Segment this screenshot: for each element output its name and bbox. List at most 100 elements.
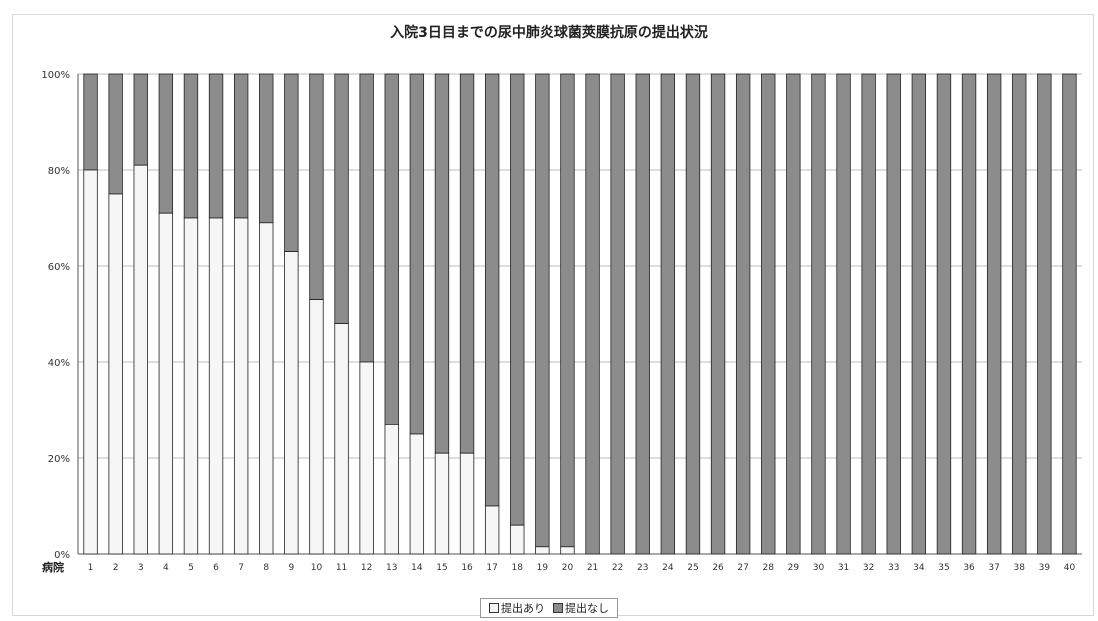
bar-submitted (409, 433, 425, 555)
bar-not-submitted (761, 73, 776, 555)
bar-submitted (259, 222, 274, 555)
bar-not-submitted (685, 73, 701, 555)
x-tick-label: 39 (1039, 563, 1051, 573)
bar-submitted (484, 505, 500, 555)
legend-entry-not-submitted: 提出なし (553, 600, 609, 616)
bar-submitted (359, 361, 374, 555)
bar-not-submitted (208, 73, 224, 219)
x-tick-label: 1 (88, 563, 94, 573)
x-tick-label: 6 (213, 563, 219, 573)
chart-title: 入院3日目までの尿中肺炎球菌莢膜抗原の提出状況 (390, 25, 708, 41)
x-tick-label: 33 (888, 563, 899, 573)
x-tick-label: 24 (662, 563, 674, 573)
x-tick-label: 34 (913, 563, 925, 573)
bar-not-submitted (535, 73, 550, 548)
x-tick-label: 14 (411, 563, 423, 573)
bar-not-submitted (560, 73, 575, 548)
x-tick-label: 29 (788, 563, 800, 573)
bar-not-submitted (409, 73, 425, 435)
bar-not-submitted (961, 73, 977, 555)
x-tick-label: 40 (1064, 563, 1076, 573)
bar-not-submitted (886, 73, 901, 555)
bar-not-submitted (384, 73, 399, 425)
bar-submitted (384, 423, 399, 555)
x-tick-label: 7 (238, 563, 244, 573)
y-tick-label: 60% (48, 262, 70, 273)
bar-submitted (535, 546, 550, 555)
bar-not-submitted (585, 73, 600, 555)
x-tick-label: 18 (512, 563, 524, 573)
x-tick-label: 36 (963, 563, 975, 573)
bar-submitted (334, 323, 349, 555)
bar-not-submitted (936, 73, 952, 555)
bar-submitted (560, 546, 575, 555)
x-tick-label: 38 (1014, 563, 1026, 573)
bar-not-submitted (986, 73, 1002, 555)
bar-not-submitted (359, 73, 374, 363)
bar-not-submitted (83, 73, 98, 171)
legend-swatch-submitted (489, 603, 499, 613)
bar-not-submitted (434, 73, 450, 454)
legend-label-not-submitted: 提出なし (565, 602, 609, 615)
x-tick-label: 30 (813, 563, 825, 573)
bar-not-submitted (133, 73, 148, 166)
x-tick-label: 28 (763, 563, 775, 573)
bar-not-submitted (183, 73, 199, 219)
x-tick-label: 12 (361, 563, 372, 573)
x-tick-label: 8 (263, 563, 269, 573)
x-tick-label: 17 (486, 563, 497, 573)
bar-not-submitted (284, 73, 299, 253)
bar-not-submitted (334, 73, 349, 325)
bar-submitted (510, 524, 525, 555)
bar-not-submitted (510, 73, 525, 526)
y-tick-label: 100% (41, 70, 70, 81)
chart-legend: 提出あり 提出なし (0, 598, 1098, 618)
bar-not-submitted (861, 73, 876, 555)
bar-submitted (183, 217, 199, 555)
x-tick-label: 32 (863, 563, 874, 573)
y-tick-label: 20% (48, 454, 70, 465)
x-tick-label: 10 (311, 563, 323, 573)
bar-submitted (309, 299, 324, 555)
x-tick-label: 27 (737, 563, 748, 573)
bar-not-submitted (710, 73, 726, 555)
bar-not-submitted (1012, 73, 1027, 555)
x-tick-label: 26 (712, 563, 724, 573)
x-tick-label: 20 (562, 563, 574, 573)
bar-not-submitted (309, 73, 324, 301)
legend-label-submitted: 提出あり (501, 602, 545, 615)
x-tick-label: 13 (386, 563, 397, 573)
bar-not-submitted (735, 73, 751, 555)
bar-submitted (208, 217, 224, 555)
bar-submitted (459, 452, 475, 555)
x-tick-label: 5 (188, 563, 194, 573)
bar-not-submitted (158, 73, 174, 214)
bar-submitted (108, 193, 123, 555)
x-tick-label: 2 (113, 563, 119, 573)
x-tick-label: 16 (461, 563, 473, 573)
x-tick-label: 19 (537, 563, 549, 573)
x-tick-label: 31 (838, 563, 849, 573)
bar-submitted (133, 164, 148, 555)
bar-submitted (434, 452, 450, 555)
bar-not-submitted (108, 73, 123, 195)
bar-not-submitted (635, 73, 650, 555)
legend-entry-submitted: 提出あり (489, 600, 545, 616)
x-tick-label: 3 (138, 563, 144, 573)
bar-not-submitted (459, 73, 475, 454)
y-tick-label: 80% (48, 166, 70, 177)
legend-swatch-not-submitted (553, 603, 563, 613)
bar-submitted (284, 251, 299, 555)
x-tick-label: 25 (687, 563, 698, 573)
bar-not-submitted (484, 73, 500, 507)
bar-not-submitted (836, 73, 851, 555)
x-axis-label: 病院 (42, 560, 64, 574)
x-tick-label: 11 (336, 563, 347, 573)
x-tick-label: 23 (637, 563, 648, 573)
x-tick-label: 21 (587, 563, 598, 573)
bar-not-submitted (233, 73, 249, 219)
y-tick-label: 40% (48, 358, 70, 369)
x-tick-label: 4 (163, 563, 169, 573)
x-tick-label: 22 (612, 563, 623, 573)
x-tick-label: 15 (436, 563, 447, 573)
